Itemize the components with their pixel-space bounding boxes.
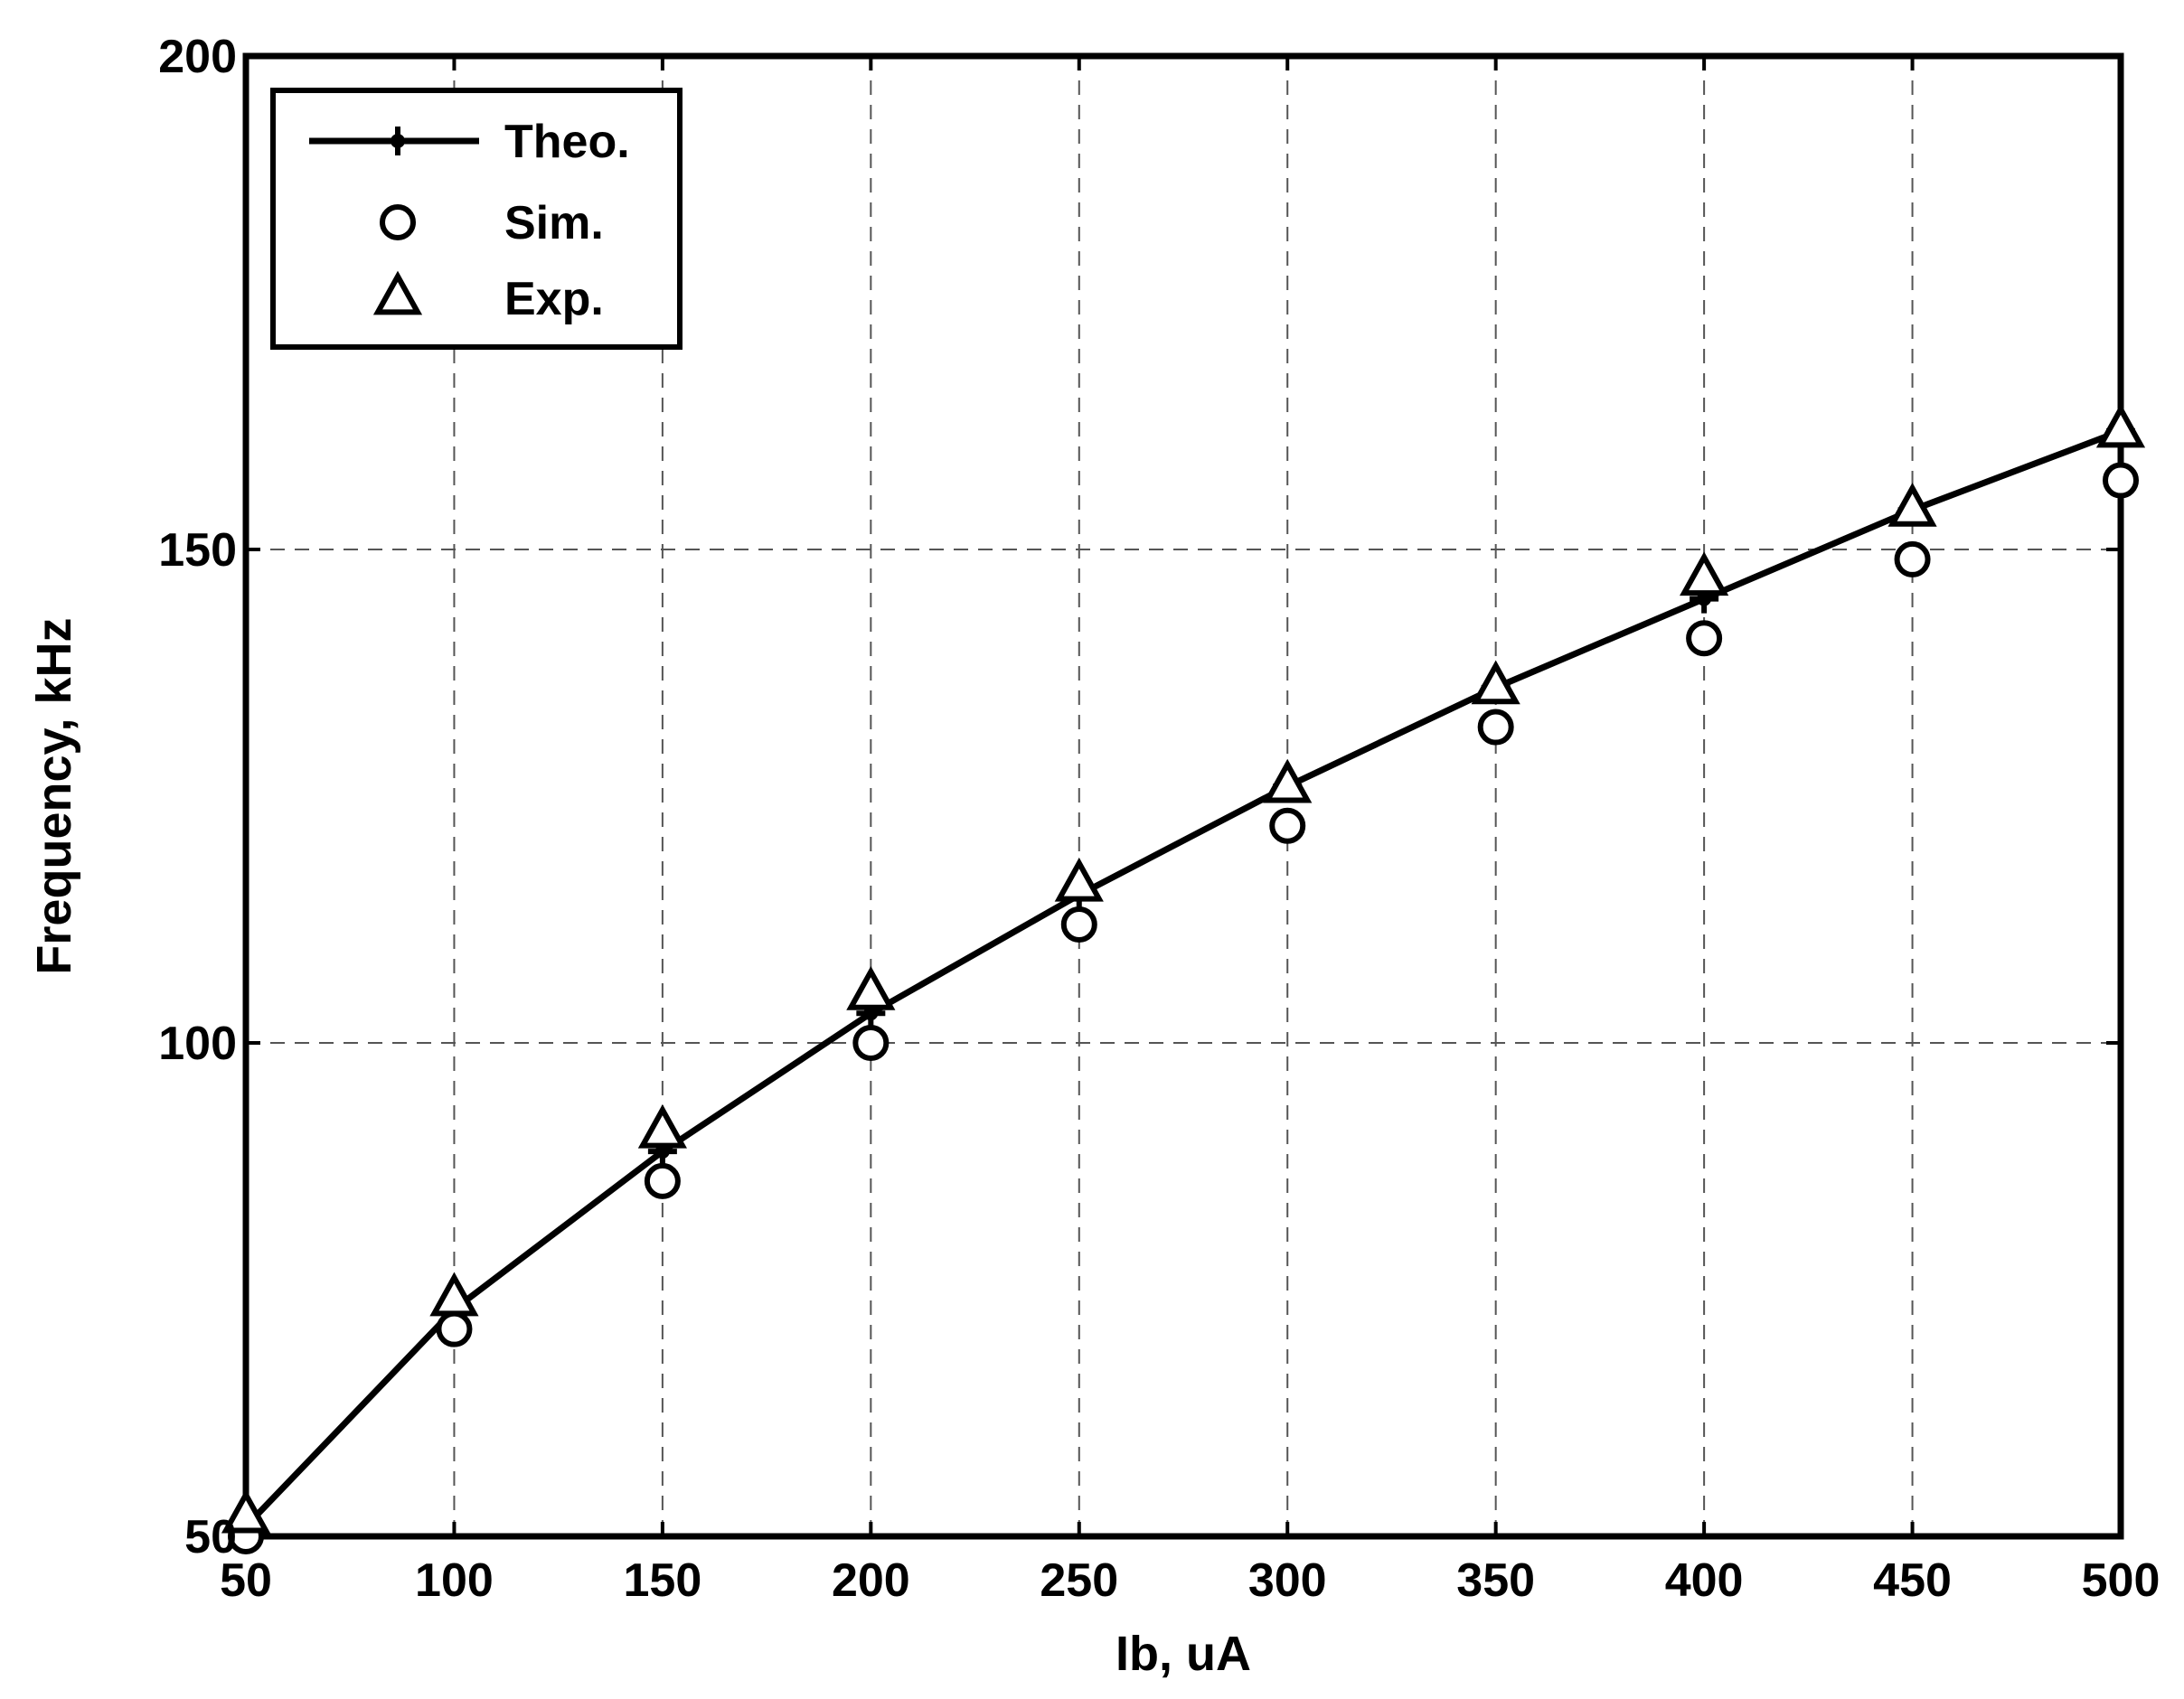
x-tick-label: 300 [1248,1554,1327,1607]
data-point-exp [221,1488,271,1534]
series-layer [221,403,2146,1554]
y-tick-label: 100 [158,1018,237,1070]
y-tick-label: 50 [184,1511,237,1563]
plot-area-frame [242,52,2124,1540]
y-tick-label: 150 [158,524,237,577]
series-exp [221,403,2146,1534]
data-point-sim [1894,540,1931,577]
legend-label-theo: Theo. [504,116,630,168]
data-point-sim [1060,906,1097,943]
x-tick-label: 250 [1040,1554,1118,1607]
x-tick-label: 50 [220,1554,272,1607]
series-line-theo [243,427,2123,1529]
data-point-sim [1686,620,1723,657]
data-point-exp [1471,660,1520,705]
x-tick-label: 450 [1873,1554,1952,1607]
x-tick-label: 150 [624,1554,702,1607]
data-point-exp [429,1272,479,1317]
data-point-sim [644,1162,681,1199]
legend-marker-exp [372,270,423,315]
grid [246,56,2121,1536]
x-axis-title: Ib, uA [1116,1627,1251,1681]
y-tick-label: 200 [158,31,237,83]
legend-marker-theo [383,127,412,155]
legend: Theo. Sim. Exp. [270,88,682,350]
data-point-sim [1269,807,1306,844]
data-point-exp [1054,857,1104,902]
data-point-sim [1477,709,1514,746]
data-point-exp [1887,482,1937,527]
legend-marker-sim [380,204,416,240]
data-point-exp [1680,551,1729,596]
x-tick-label: 100 [415,1554,494,1607]
x-tick-label: 400 [1665,1554,1744,1607]
data-point-sim [2103,462,2139,499]
data-point-exp [2095,403,2146,448]
series-sim [228,462,2139,1554]
data-point-sim [852,1025,890,1061]
data-point-exp [637,1103,687,1149]
x-tick-label: 200 [832,1554,910,1607]
legend-box [270,88,682,350]
data-point-exp [846,966,896,1010]
tick-labels: 50 100 150 200 250 300 350 400 450 500 50 100 150 200 [158,31,2160,1607]
legend-label-exp: Exp. [504,273,604,325]
data-point-sim [436,1310,473,1347]
x-tick-label: 350 [1456,1554,1535,1607]
y-axis-title: Frequency, kHz [27,617,81,974]
data-point-exp [1263,758,1313,803]
legend-label-sim: Sim. [504,197,604,249]
x-tick-label: 500 [2082,1554,2160,1607]
